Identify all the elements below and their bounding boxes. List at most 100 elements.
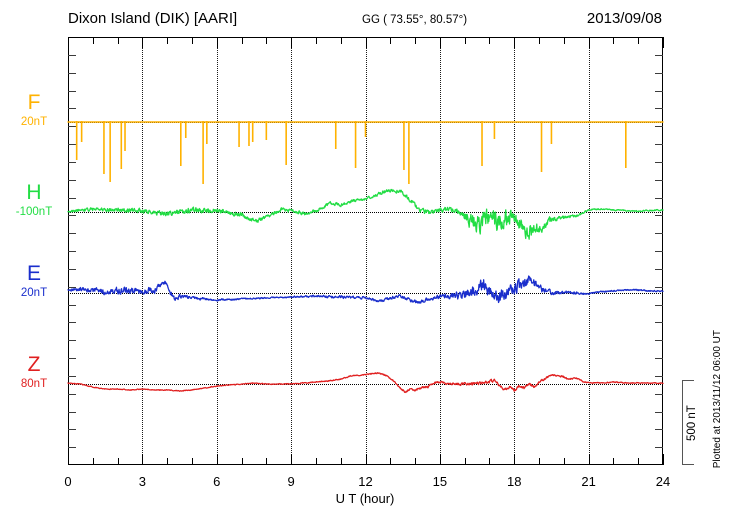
y-axis-tick bbox=[68, 375, 76, 377]
y-axis-tick bbox=[68, 233, 76, 235]
x-axis-tick-top bbox=[563, 37, 565, 44]
y-axis-tick bbox=[68, 144, 76, 145]
channel-baseline-e bbox=[68, 293, 663, 294]
y-axis-tick-right bbox=[655, 54, 663, 56]
x-axis-tick bbox=[191, 458, 193, 465]
x-axis-tick-top bbox=[415, 37, 417, 44]
y-axis-tick bbox=[68, 215, 76, 217]
x-axis-tick bbox=[117, 458, 119, 465]
gridline-vertical bbox=[365, 37, 367, 465]
x-axis-tick bbox=[638, 458, 640, 465]
x-axis-tick bbox=[315, 458, 317, 465]
gridline-vertical bbox=[216, 37, 218, 465]
x-axis-tick-top bbox=[241, 37, 243, 44]
y-axis-tick-right bbox=[655, 447, 663, 449]
x-axis-tick-top bbox=[390, 37, 392, 44]
x-axis-tick bbox=[439, 454, 441, 465]
x-axis-tick-top bbox=[291, 37, 293, 48]
y-axis-tick bbox=[68, 286, 76, 288]
geographic-coordinates: GG ( 73.55°, 80.57°) bbox=[362, 14, 468, 26]
x-axis-tick bbox=[563, 458, 565, 465]
x-axis-tick-top bbox=[191, 37, 193, 44]
x-axis-tick-top bbox=[216, 37, 218, 48]
y-axis-tick bbox=[68, 197, 76, 199]
y-axis-tick-right bbox=[655, 161, 663, 163]
trace-layer bbox=[67, 121, 664, 394]
y-axis-tick bbox=[68, 126, 76, 128]
x-axis-tick-top bbox=[539, 37, 541, 44]
x-axis-tick-top bbox=[638, 37, 640, 44]
x-axis-tick-top bbox=[266, 37, 268, 44]
y-axis-tick-right bbox=[655, 108, 663, 110]
gridline-vertical bbox=[439, 37, 441, 465]
y-axis-tick bbox=[68, 358, 76, 359]
x-axis-tick bbox=[539, 458, 541, 465]
channel-baseline-z bbox=[68, 384, 663, 385]
x-axis-tick-label: 24 bbox=[655, 474, 671, 489]
y-axis-tick-right bbox=[655, 411, 663, 413]
x-axis-tick-top bbox=[92, 37, 94, 44]
channel-label-f: F 20nT bbox=[4, 92, 64, 129]
x-axis-tick-label: 18 bbox=[507, 474, 522, 489]
y-axis-tick bbox=[68, 108, 76, 110]
trace-e bbox=[67, 275, 664, 304]
x-axis-tick bbox=[167, 458, 169, 465]
x-axis-tick-top bbox=[514, 37, 516, 48]
y-axis-tick bbox=[68, 72, 76, 74]
x-axis-tick bbox=[142, 454, 144, 465]
y-axis-tick-right bbox=[655, 358, 663, 359]
x-axis-tick-top bbox=[439, 37, 441, 48]
y-axis-tick-right bbox=[655, 72, 663, 74]
x-axis-tick-label: 0 bbox=[64, 474, 72, 489]
y-axis-tick-right bbox=[655, 429, 663, 431]
channel-label-e: E 20nT bbox=[4, 263, 64, 300]
x-axis-tick-top bbox=[613, 37, 615, 44]
magnetogram-plot bbox=[67, 37, 664, 465]
y-axis-tick-right bbox=[655, 286, 663, 288]
x-axis-title: U T (hour) bbox=[335, 491, 395, 506]
y-axis-tick bbox=[68, 447, 76, 449]
channel-letter-z: Z bbox=[27, 353, 41, 376]
scale-bar-label: 500 nT bbox=[686, 405, 698, 441]
x-axis-tick bbox=[216, 454, 218, 465]
channel-baseline-h bbox=[68, 212, 663, 213]
channel-label-z: Z 80nT bbox=[4, 354, 64, 391]
y-axis-tick bbox=[68, 340, 76, 342]
scale-bar bbox=[682, 380, 694, 465]
channel-scale-h: -100nT bbox=[15, 206, 53, 218]
plotted-at-timestamp: Plotted at 2013/11/12 06:00 UT bbox=[712, 330, 723, 469]
y-axis-tick-right bbox=[655, 197, 663, 199]
x-axis-tick bbox=[588, 454, 590, 465]
x-axis-tick-top bbox=[167, 37, 169, 44]
y-axis-tick-right bbox=[655, 144, 663, 145]
channel-scale-z: 80nT bbox=[20, 378, 48, 390]
x-axis-tick bbox=[489, 458, 491, 465]
y-axis-tick-right bbox=[655, 215, 663, 217]
channel-letter-e: E bbox=[26, 262, 41, 285]
y-axis-tick-right bbox=[655, 268, 663, 270]
y-axis-tick bbox=[68, 429, 76, 431]
gridline-vertical bbox=[514, 37, 516, 465]
x-axis-tick-label: 12 bbox=[358, 474, 373, 489]
x-axis-tick-top bbox=[464, 37, 466, 44]
x-axis-tick-label: 3 bbox=[138, 474, 146, 489]
y-axis-tick-right bbox=[655, 304, 663, 306]
gridline-vertical bbox=[291, 37, 293, 465]
x-axis-tick bbox=[663, 454, 664, 465]
y-axis-tick-right bbox=[655, 393, 663, 395]
trace-h bbox=[67, 188, 664, 240]
x-axis-tick bbox=[464, 458, 466, 465]
x-axis-tick-top bbox=[365, 37, 367, 48]
channel-letter-h: H bbox=[26, 181, 42, 204]
x-axis-tick-label: 21 bbox=[581, 474, 596, 489]
y-axis-tick-right bbox=[655, 322, 663, 324]
y-axis-tick-right bbox=[655, 179, 663, 181]
x-axis-tick-label: 6 bbox=[213, 474, 221, 489]
x-axis-tick-top bbox=[489, 37, 491, 44]
x-axis-tick-label: 9 bbox=[287, 474, 295, 489]
x-axis-tick bbox=[514, 454, 516, 465]
y-axis-tick bbox=[68, 179, 76, 181]
channel-label-h: H -100nT bbox=[4, 182, 64, 219]
x-axis-tick bbox=[92, 458, 94, 465]
station-title: Dixon Island (DIK) [AARI] bbox=[68, 10, 238, 27]
